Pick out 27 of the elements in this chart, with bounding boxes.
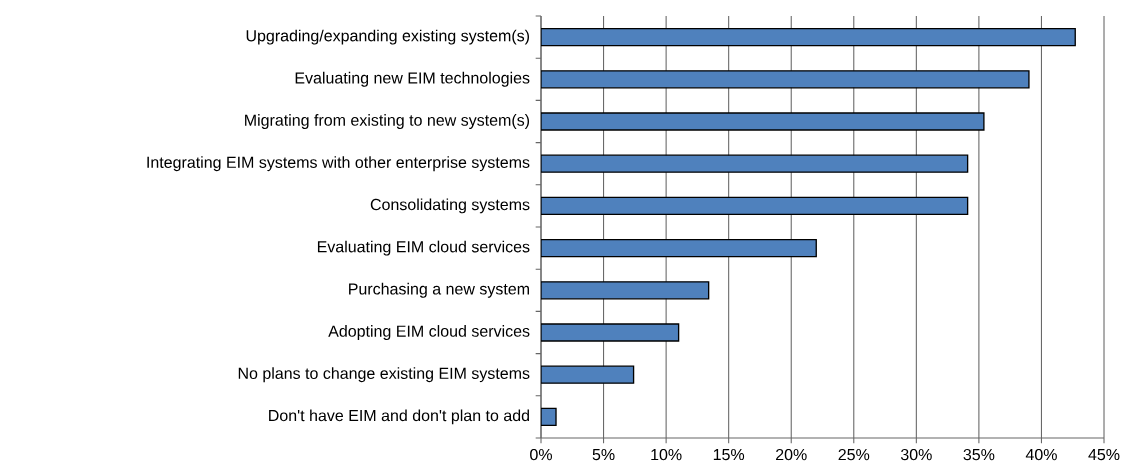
- y-tick-label: Evaluating EIM cloud services: [317, 240, 530, 256]
- bar: [541, 27, 1076, 47]
- x-tick-label: 5%: [592, 448, 615, 461]
- y-tick-label: Consolidating systems: [370, 198, 530, 214]
- y-tick-label: Migrating from existing to new system(s): [245, 114, 530, 129]
- y-tick-label: No plans to change existing EIM systems: [238, 367, 530, 383]
- x-tick-label: 45%: [1088, 448, 1120, 461]
- y-tick-label: Adopting EIM cloud services: [328, 325, 530, 340]
- x-tick-label: 20%: [776, 448, 807, 461]
- x-tick-label: 35%: [963, 448, 995, 461]
- bar: [541, 154, 969, 173]
- y-tick-label: Purchasing a new system: [349, 282, 529, 298]
- x-tick-label: 0%: [530, 448, 552, 461]
- y-tick-label: Upgrading/expanding existing system(s): [246, 29, 530, 45]
- x-tick-label: 30%: [900, 448, 932, 461]
- y-tick-label: Don't have EIM and don't plan to add: [269, 409, 529, 425]
- x-tick-label: 25%: [838, 448, 870, 461]
- bar: [541, 365, 635, 384]
- y-tick-label: Evaluating new EIM technologies: [295, 71, 530, 87]
- x-tick-label: 10%: [651, 448, 682, 461]
- x-tick-label: 40%: [1025, 448, 1057, 461]
- bar: [541, 238, 817, 258]
- y-tick-label: Integrating EIM systems with other enterprise systems: [147, 156, 530, 172]
- bar: [541, 70, 1030, 89]
- bar: [541, 281, 710, 300]
- bar: [541, 196, 969, 216]
- x-tick-label: 15%: [713, 448, 745, 461]
